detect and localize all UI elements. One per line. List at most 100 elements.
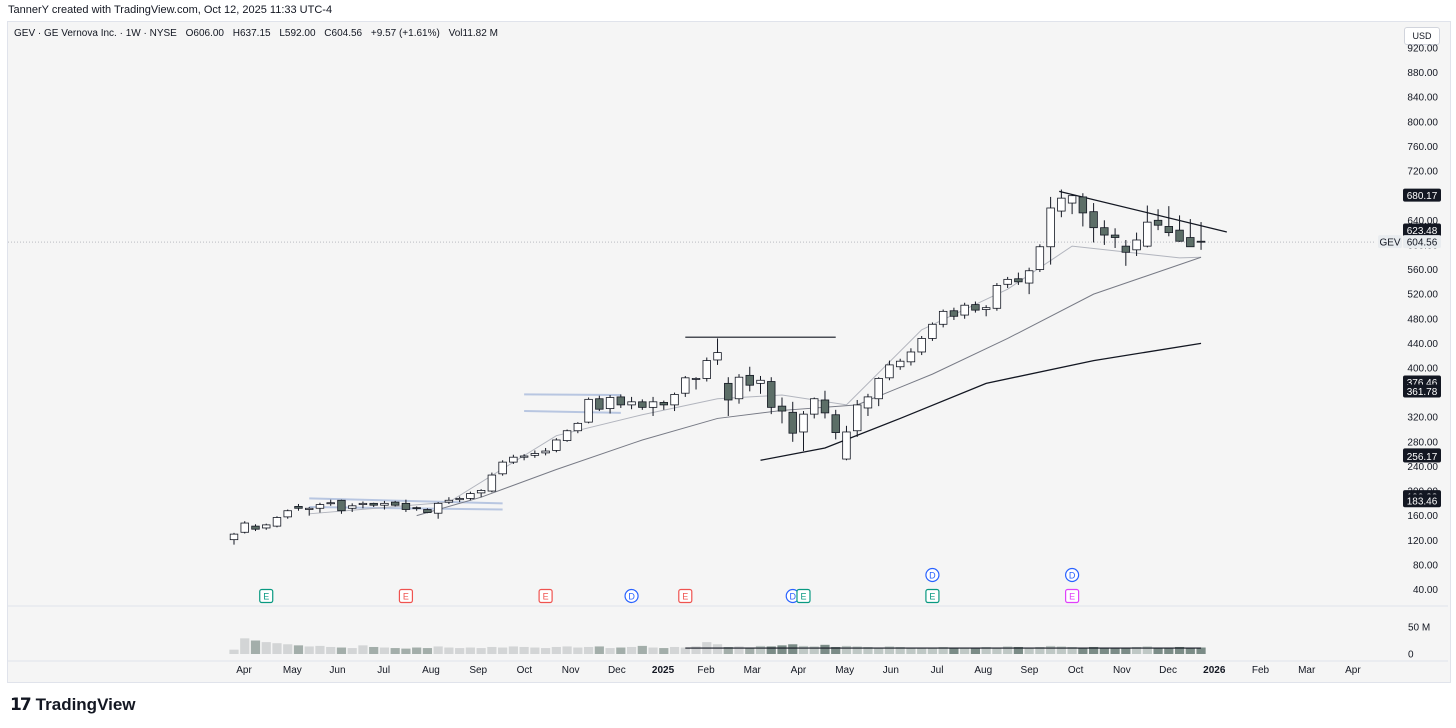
x-tick-label: Sep [1021,665,1039,676]
candle-body [616,396,626,406]
candle-body [788,411,797,434]
volume-bar [809,646,819,654]
candle-body [981,307,991,310]
candle-body [369,502,378,506]
candle-body [519,455,529,458]
candle-body [1067,195,1077,204]
volume-bar [562,646,572,654]
tradingview-logo[interactable]: 17 TradingView [10,694,136,716]
volume-bar [1185,648,1195,654]
volume-bar [541,648,551,654]
x-tick-label: May [283,665,302,676]
volume-bar [669,646,680,654]
volume-bar [272,643,282,654]
y-tick-label: 520.00 [1407,290,1438,301]
event-marker-label: E [263,591,269,601]
change-value: +9.57 (+1.61%) [370,28,440,39]
candle-body [466,493,475,499]
close-value: C604.56 [324,28,363,39]
volume-bar [1142,646,1152,654]
x-tick-label: Nov [1113,665,1131,676]
event-marker-label: D [628,591,635,601]
volume-bar [336,647,347,654]
price-label-box [1403,384,1441,398]
candle-body [831,414,840,433]
symbol-name[interactable]: GEV · GE Vernova Inc. · 1W · NYSE [14,28,177,39]
candle-body [251,525,260,530]
earnings-marker [925,588,940,604]
currency-button[interactable]: USD [1404,27,1440,45]
volume-bar [798,645,809,654]
x-tick-label: Feb [697,665,715,676]
event-marker-label: D [1069,570,1076,580]
candle-body [702,360,711,379]
volume-bar [949,647,959,654]
volume-bar [992,647,1002,654]
y-tick-label: 880.00 [1407,68,1438,79]
y-tick-label: 760.00 [1407,142,1438,153]
price-label-box [1403,223,1441,237]
candle-body [283,510,292,518]
volume-bar [917,648,927,654]
tradingview-brand: TradingView [35,695,136,714]
x-tick-label: Oct [1068,665,1084,676]
candle-body [895,360,905,368]
x-tick-label: Jul [931,665,944,676]
candle-body [713,352,722,361]
candle-body [455,498,464,501]
volume-bar [960,648,970,654]
volume-bar [358,645,368,654]
volume-bar [831,646,841,654]
candle-body [1132,239,1141,251]
price-label: 680.17 [1407,191,1438,202]
x-tick-label: 2025 [652,665,675,676]
event-marker-label: E [800,591,806,601]
candle-body [337,499,346,512]
earnings-marker [678,588,693,604]
candle-body [584,398,593,423]
x-tick-label: Apr [1345,665,1361,676]
volume-bar [508,646,518,654]
trendline [524,393,621,397]
low-value: L592.00 [279,28,316,39]
tradingview-icon: 17 [10,695,32,715]
candle-body [1121,245,1131,253]
price-label-box [1403,494,1441,508]
candle-body [724,382,733,401]
volume-bar [433,646,443,654]
earnings-marker [796,588,811,604]
price-label: 604.56 [1407,238,1438,249]
volume-bar [1035,646,1045,654]
candle-body [1196,240,1206,243]
price-label-box [1403,188,1441,202]
volume-bar [1013,646,1023,654]
earnings-marker [538,588,553,604]
volume-bar [626,646,637,654]
x-tick-label: Dec [608,665,626,676]
candle-body [627,401,636,406]
candle-body [262,524,271,529]
event-marker-label: E [682,591,688,601]
candle-body [347,505,357,509]
volume-bar [852,646,862,654]
volume-bar [1110,648,1120,654]
chart-frame [7,21,1451,683]
symbol-tag-box [1378,235,1402,249]
high-value: H637.15 [232,28,271,39]
y-tick-label: 720.00 [1407,167,1438,178]
volume-axis-label: 50 M [1408,623,1430,634]
volume-bar [616,647,626,654]
volume-bar [1089,646,1099,654]
volume-bar [648,647,658,654]
candle-body [573,422,583,432]
x-tick-label: Jun [329,665,345,676]
volume-bar [788,644,798,654]
x-tick-label: Mar [744,665,762,676]
volume-bar [1003,646,1013,654]
y-tick-label: 920.00 [1407,44,1438,55]
volume-bar [841,645,852,654]
volume-bar [1196,647,1206,654]
candle-body [1153,219,1163,226]
volume-bar [315,645,325,654]
